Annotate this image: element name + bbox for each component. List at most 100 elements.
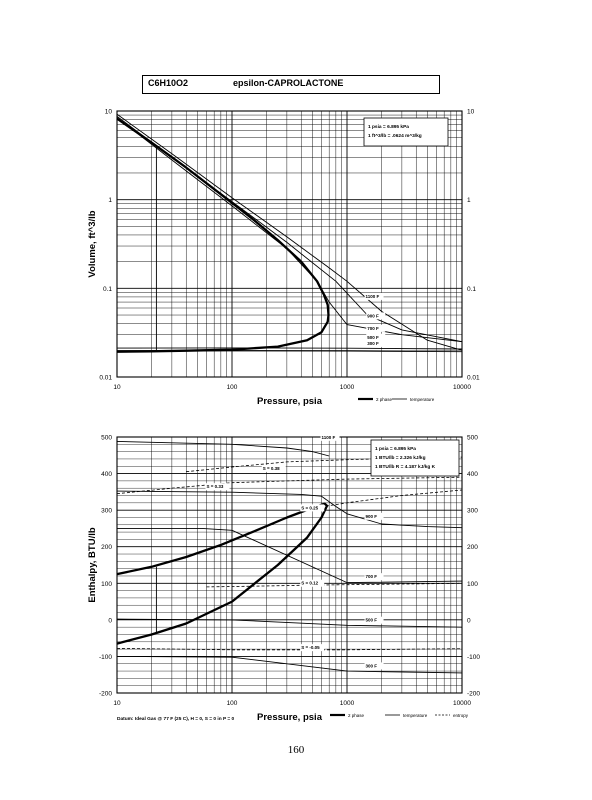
page-number: 160 — [287, 744, 305, 756]
series-1100-f — [116, 113, 463, 351]
isotherm-label-bg — [364, 573, 384, 581]
y-tick-label-right: 400 — [467, 471, 478, 478]
isotherm-label: 900 F — [366, 514, 378, 519]
entropy-label: S = 0.33 — [206, 484, 223, 489]
y-tick-label-left: 500 — [101, 435, 112, 442]
series-900-f — [116, 116, 463, 343]
isotherm-label-bg — [364, 616, 384, 624]
isotherm-label-bg — [364, 292, 384, 300]
y-tick-label-right: -200 — [467, 691, 480, 698]
legend-label: 2 phase — [348, 713, 365, 718]
plot-frame — [116, 436, 463, 694]
y-tick-label-left: 0.1 — [103, 286, 112, 293]
title-box: C6H10O2 epsilon-CAPROLACTONE — [142, 75, 440, 94]
isotherm-label-bg — [366, 339, 386, 347]
isotherm-label: 900 F — [367, 313, 379, 318]
y-tick-label-right: 0 — [467, 617, 471, 624]
y-tick-label-left: -100 — [99, 654, 112, 661]
conversion-note-box — [363, 117, 449, 147]
series-s-0-12 — [206, 582, 463, 588]
x-tick-label: 1000 — [340, 700, 355, 707]
entropy-label: S = -0.05 — [301, 645, 320, 650]
isotherm-label: 1100 F — [366, 294, 380, 299]
y-tick-label-left: 300 — [101, 508, 112, 515]
entropy-label-bg — [205, 483, 230, 491]
conversion-note-line: 1 ft^3/lb = .0624 m^3/kg — [368, 133, 422, 139]
entropy-label-bg — [300, 504, 325, 512]
entropy-label: S = 0.38 — [263, 466, 280, 471]
series-500-f — [116, 347, 463, 350]
conversion-note-line: 1 BTU/lb = 2.326 kJ/kg — [375, 455, 426, 461]
conversion-note-line: 1 psia = 6.895 kPa — [368, 124, 409, 130]
isotherm-label: 300 F — [366, 663, 378, 668]
legend-label: entropy — [453, 713, 469, 718]
isotherm-label-bg — [320, 433, 340, 441]
isotherm-label-bg — [366, 312, 386, 320]
x-tick-label: 100 — [227, 700, 238, 707]
y-tick-label-right: 200 — [467, 544, 478, 551]
x-tick-label: 10 — [113, 384, 121, 391]
datum-note: Datum: Ideal Gas @ 77 F (25 C), H = 0, S… — [117, 716, 235, 722]
y-tick-label-left: 0 — [108, 617, 112, 624]
y-tick-label-right: 300 — [467, 508, 478, 515]
series-900-f — [116, 490, 463, 529]
series-2-phase — [116, 117, 330, 353]
y-tick-label-right: 0.01 — [467, 375, 480, 382]
series-1100-f — [116, 440, 330, 457]
y-tick-label-left: 0.01 — [99, 375, 112, 382]
legend-label: 2 phase — [376, 397, 393, 402]
y-tick-label-left: 100 — [101, 581, 112, 588]
legend-label: temperature — [403, 713, 428, 718]
x-tick-label: 10000 — [453, 700, 471, 707]
isotherm-label-bg — [364, 662, 384, 670]
conversion-note-line: 1 psia = 6.895 kPa — [375, 446, 416, 452]
isotherm-label-bg — [366, 324, 386, 332]
entropy-label: S = 0.12 — [301, 581, 318, 586]
series-s-0-05 — [116, 648, 463, 651]
conversion-note-line: 1 BTU/lb R = 4.187 kJ/kg K — [375, 464, 436, 470]
isotherm-label: 700 F — [366, 574, 378, 579]
series-s-0-33 — [116, 476, 463, 495]
x-axis-label: Pressure, psia — [257, 396, 323, 407]
y-tick-label-right: 1 — [467, 197, 471, 204]
isotherm-label: 300 F — [367, 341, 379, 346]
compound-formula: C6H10O2 — [148, 78, 189, 88]
series-300-f — [117, 350, 463, 353]
compound-name: epsilon-CAPROLACTONE — [233, 78, 344, 88]
y-tick-label-right: -100 — [467, 654, 480, 661]
isotherm-label-bg — [366, 333, 386, 341]
x-tick-label: 100 — [227, 384, 238, 391]
y-tick-label-right: 500 — [467, 435, 478, 442]
y-tick-label-right: 100 — [467, 581, 478, 588]
y-axis-label: Volume, ft^3/lb — [87, 210, 98, 277]
isotherm-label: 1100 F — [321, 435, 335, 440]
y-tick-label-left: 200 — [101, 544, 112, 551]
series-300-f — [116, 655, 463, 674]
isotherm-label-bg — [364, 512, 384, 520]
y-tick-label-right: 10 — [467, 109, 475, 116]
series-s-0-25 — [301, 489, 463, 511]
entropy-label: S = 0.25 — [301, 505, 318, 510]
y-axis-label: Enthalpy, BTU/lb — [87, 527, 98, 602]
y-tick-label-left: -200 — [99, 691, 112, 698]
legend-label: temperature — [410, 397, 435, 402]
y-tick-label-left: 1 — [108, 197, 112, 204]
x-axis-label: Pressure, psia — [257, 712, 323, 723]
series-2-phase — [116, 502, 329, 645]
y-tick-label-right: 0.1 — [467, 286, 476, 293]
entropy-label-bg — [300, 579, 325, 587]
x-tick-label: 1000 — [340, 384, 355, 391]
entropy-label-bg — [300, 644, 325, 652]
isotherm-label: 500 F — [367, 335, 379, 340]
series-700-f — [117, 527, 463, 584]
series-500-f — [116, 618, 463, 628]
isotherm-label: 700 F — [367, 326, 379, 331]
entropy-label-bg — [261, 464, 286, 472]
x-tick-label: 10000 — [453, 384, 471, 391]
isotherm-label: 500 F — [366, 618, 378, 623]
chart-volume-pressure: 10 100 1000 10000 10 10 1 1 0.1 0.1 0.01 0.01 Pressu… — [87, 109, 480, 408]
conversion-note-box — [370, 439, 460, 477]
plot-frame — [116, 110, 463, 378]
